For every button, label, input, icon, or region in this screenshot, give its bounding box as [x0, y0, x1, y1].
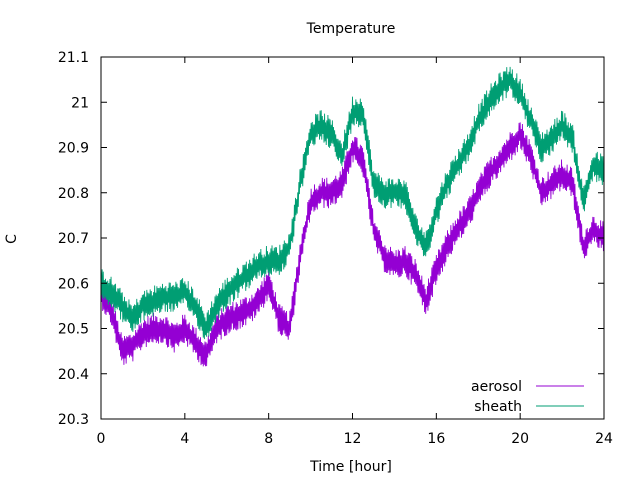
x-tick-label: 4 [180, 431, 189, 447]
plot-frame [100, 56, 605, 420]
legend-label-sheath: sheath [474, 399, 522, 415]
x-tick-label: 0 [97, 431, 106, 447]
series-layer [100, 66, 605, 367]
series-sheath [100, 66, 605, 340]
legend-label-aerosol: aerosol [471, 379, 522, 395]
series-line-aerosol [100, 122, 605, 367]
legend: aerosol sheath [471, 379, 584, 415]
y-tick-label: 20.6 [58, 276, 89, 292]
y-tick-label: 20.8 [58, 186, 89, 202]
x-tick-label: 16 [427, 431, 445, 447]
y-tick-label: 20.7 [58, 231, 89, 247]
y-tick-label: 21.1 [58, 50, 89, 66]
series-aerosol [100, 122, 605, 367]
y-axis-label: C [4, 234, 20, 244]
x-tick-label: 20 [511, 431, 529, 447]
x-axis-label: Time [hour] [309, 459, 392, 475]
series-line-sheath [100, 66, 605, 340]
x-tick-label: 12 [344, 431, 362, 447]
x-tick-label: 24 [595, 431, 613, 447]
ticks-layer: 0 4 8 12 16 20 24 20.3 20.4 20.5 20.6 20.7 20.8 20.9 2… [58, 50, 613, 447]
x-tick-label: 8 [264, 431, 273, 447]
y-tick-label: 20.3 [58, 412, 89, 428]
y-tick-label: 21 [71, 95, 89, 111]
chart-title: Temperature [306, 21, 396, 37]
y-tick-label: 20.4 [58, 367, 89, 383]
y-tick-label: 20.5 [58, 322, 89, 338]
y-tick-label: 20.9 [58, 141, 89, 157]
